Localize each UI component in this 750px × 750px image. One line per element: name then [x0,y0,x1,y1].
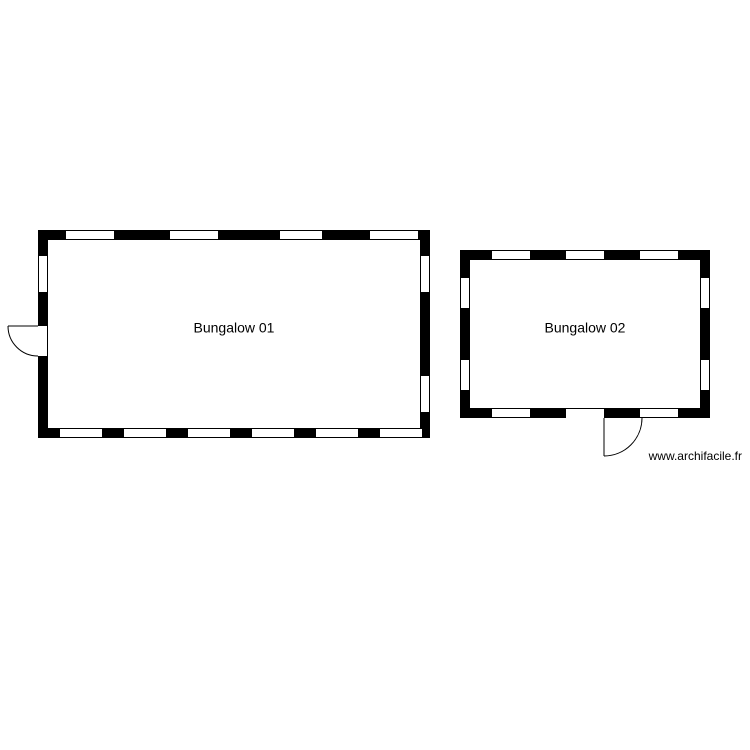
bungalow-01: Bungalow 01 [8,230,430,438]
room-label: Bungalow 02 [545,320,626,336]
floor-plan-canvas: Bungalow 01 Bungalow 02 www.archifacile.fr [0,0,750,750]
watermark-text: www.archifacile.fr [648,449,742,463]
room-label: Bungalow 01 [194,320,275,336]
